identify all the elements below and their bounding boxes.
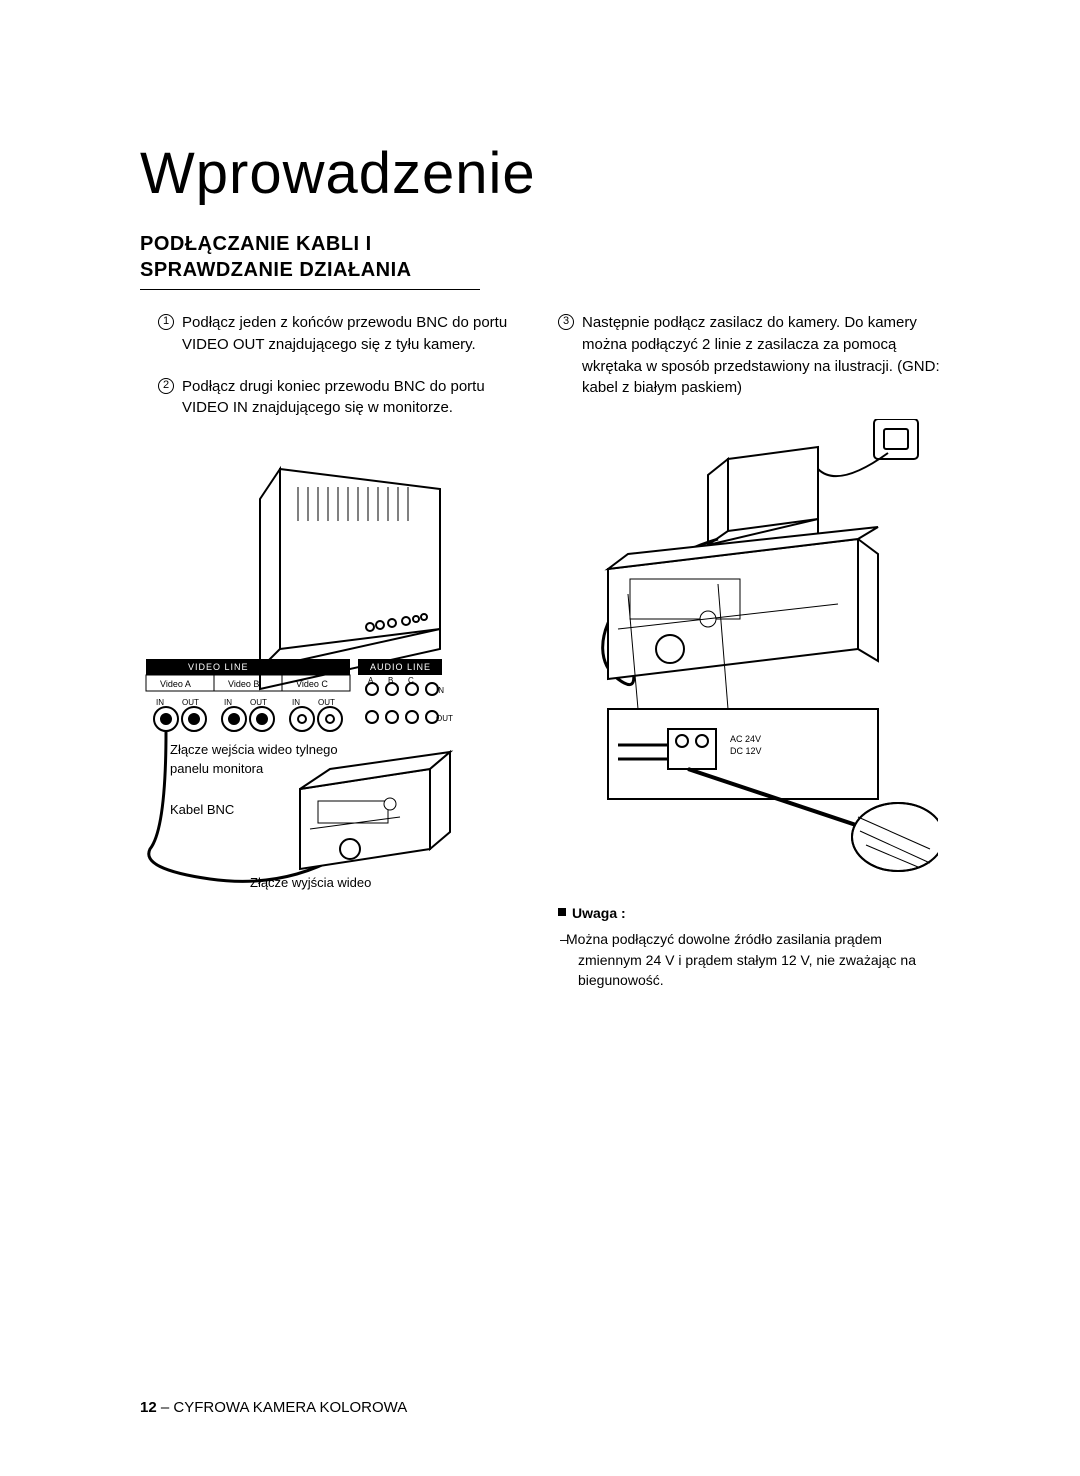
audio-line-label: AUDIO LINE <box>370 661 431 674</box>
audio-port-label: A <box>368 675 373 687</box>
out-label: OUT <box>318 697 335 709</box>
audio-port-label: B <box>388 675 393 687</box>
step-3: 3 Następnie podłącz zasilacz do kamery. … <box>558 312 940 399</box>
panel-caption: Złącze wejścia wideo tylnego panelu moni… <box>170 741 350 779</box>
out-label: OUT <box>182 697 199 709</box>
video-line-label: VIDEO LINE <box>188 661 249 674</box>
in-label: IN <box>156 697 164 709</box>
step-text: Następnie podłącz zasilacz do kamery. Do… <box>582 312 940 399</box>
diagram-svg <box>558 419 938 879</box>
page-number: 12 <box>140 1399 157 1416</box>
note-block: Uwaga : – Można podłączyć dowolne źródło… <box>558 903 940 990</box>
power-spec-label: DC 12V <box>730 745 762 758</box>
square-bullet-icon <box>558 908 566 916</box>
step-number-icon: 3 <box>558 314 574 330</box>
diagram-svg <box>140 449 520 909</box>
note-body-row: – Można podłączyć dowolne źródło zasilan… <box>558 929 940 990</box>
power-connection-diagram: AC 24V DC 12V <box>558 419 940 879</box>
note-body-text: Można podłączyć dowolne źródło zasilania… <box>578 929 940 990</box>
audio-port-label: C <box>408 675 414 687</box>
note-bullet-row: Uwaga : <box>558 903 940 923</box>
out-label: OUT <box>250 697 267 709</box>
port-label: Video A <box>160 678 191 691</box>
chapter-title: Wprowadzenie <box>140 140 940 207</box>
step-text: Podłącz drugi koniec przewodu BNC do por… <box>182 376 522 420</box>
right-column: 3 Następnie podłącz zasilacz do kamery. … <box>558 312 940 990</box>
step-2: 2 Podłącz drugi koniec przewodu BNC do p… <box>140 376 522 420</box>
in-label: IN <box>292 697 300 709</box>
left-column: 1 Podłącz jeden z końców przewodu BNC do… <box>140 312 522 990</box>
step-text: Podłącz jeden z końców przewodu BNC do p… <box>182 312 522 356</box>
monitor-camera-diagram: VIDEO LINE AUDIO LINE Video A Video B Vi… <box>140 449 522 909</box>
out-label: OUT <box>436 713 453 725</box>
in-label: IN <box>436 685 444 697</box>
note-heading: Uwaga : <box>572 903 626 923</box>
cable-caption: Kabel BNC <box>170 801 234 820</box>
port-label: Video B <box>228 678 259 691</box>
footer-suffix: – CYFROWA KAMERA KOLOROWA <box>157 1399 408 1416</box>
page-root: Wprowadzenie PODŁĄCZANIE KABLI I SPRAWDZ… <box>0 0 1080 1476</box>
port-label: Video C <box>296 678 328 691</box>
video-out-caption: Złącze wyjścia wideo <box>250 874 371 893</box>
step-number-icon: 2 <box>158 378 174 394</box>
step-1: 1 Podłącz jeden z końców przewodu BNC do… <box>140 312 522 356</box>
content-columns: 1 Podłącz jeden z końców przewodu BNC do… <box>140 312 940 990</box>
section-title: PODŁĄCZANIE KABLI I SPRAWDZANIE DZIAŁANI… <box>140 231 480 290</box>
in-label: IN <box>224 697 232 709</box>
step-number-icon: 1 <box>158 314 174 330</box>
page-footer: 12 – CYFROWA KAMERA KOLOROWA <box>140 1399 407 1416</box>
